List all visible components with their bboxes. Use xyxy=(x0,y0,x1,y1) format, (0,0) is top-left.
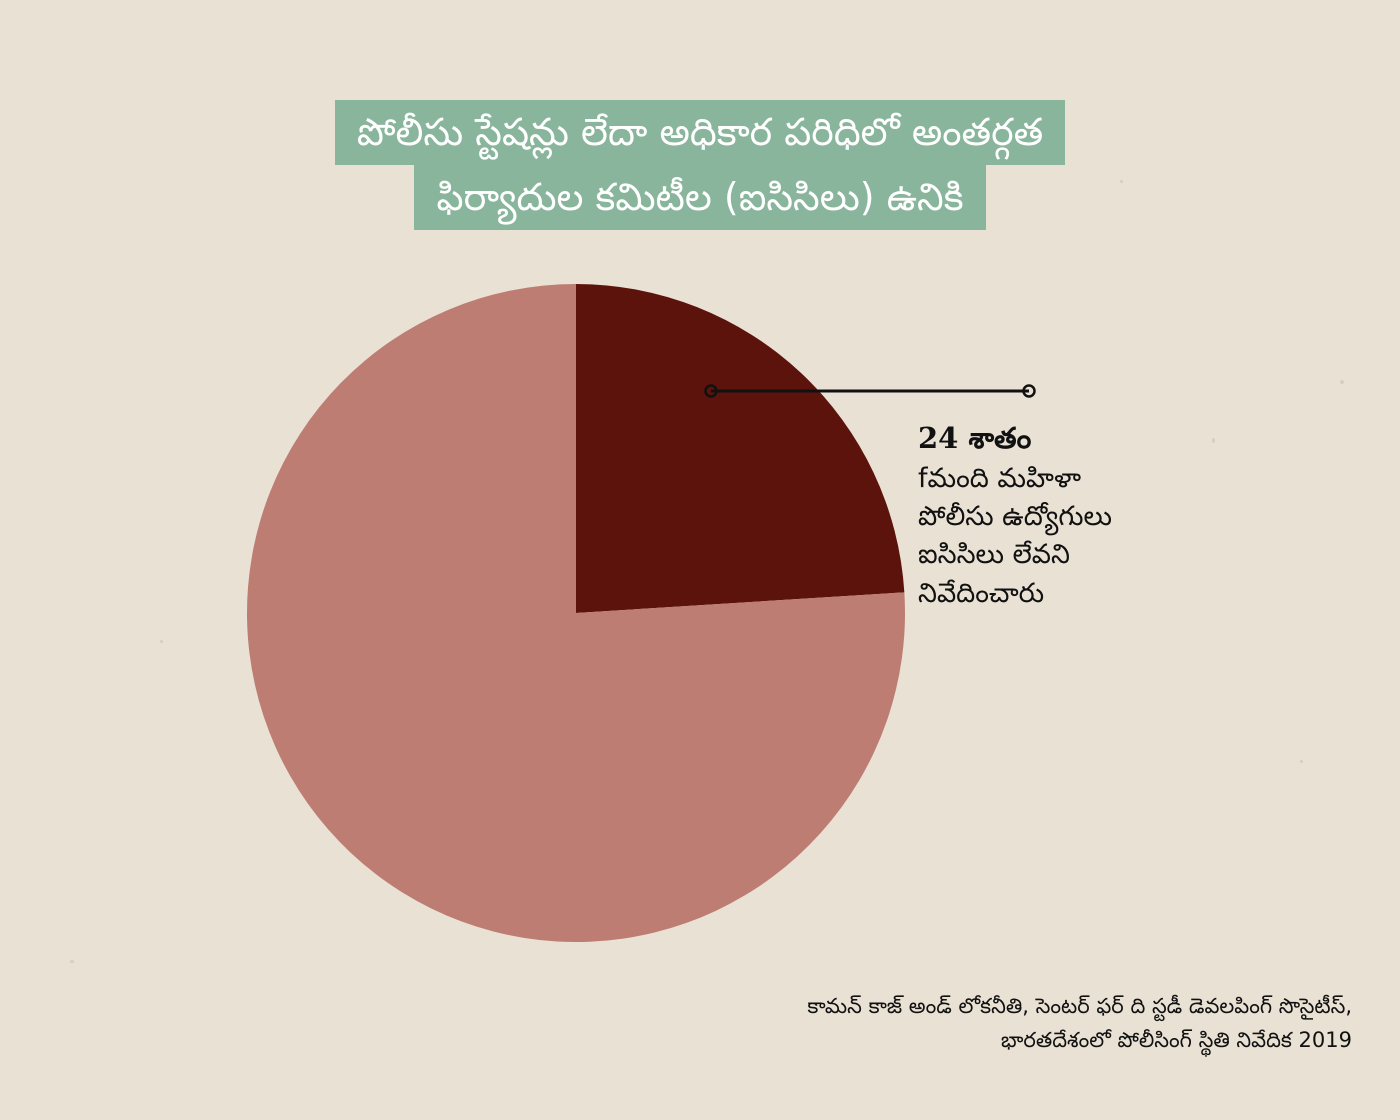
paper-speck xyxy=(1120,180,1123,183)
leader-start-dot xyxy=(704,384,718,398)
leader-end-dot xyxy=(1022,384,1036,398)
slice-annotation: 24 శాతం fమంది మహిళా పోలీసు ఉద్యోగులు ఐసి… xyxy=(918,420,1248,613)
chart-title: పోలీసు స్టేషన్లు లేదా అధికార పరిధిలో అంత… xyxy=(0,100,1400,230)
paper-speck xyxy=(160,640,163,643)
source-note: కామన్ కాజ్ అండ్ లోకనీతి, సెంటర్ ఫర్ ది స… xyxy=(807,990,1352,1057)
pie-slice-2 xyxy=(246,284,906,943)
source-line-2: భారతదేశంలో పోలీసింగ్ స్థితి నివేదిక 2019 xyxy=(1000,1027,1352,1052)
paper-speck xyxy=(1340,380,1344,384)
annotation-leader-line xyxy=(704,384,1036,398)
annotation-percent-label: 24 శాతం xyxy=(918,421,1032,455)
annotation-description: fమంది మహిళా పోలీసు ఉద్యోగులు ఐసిసిలు లేవ… xyxy=(918,460,1248,613)
annotation-description-line: fమంది మహిళా xyxy=(918,462,1082,494)
annotation-description-line: ఐసిసిలు లేవని xyxy=(918,539,1070,571)
paper-speck xyxy=(1212,438,1215,443)
annotation-description-line: నివేదించారు xyxy=(918,577,1045,609)
paper-speck xyxy=(70,960,74,963)
pie-slices xyxy=(246,284,906,943)
chart-title-line-1: పోలీసు స్టేషన్లు లేదా అధికార పరిధిలో అంత… xyxy=(334,100,1066,165)
annotation-description-line: పోలీసు ఉద్యోగులు xyxy=(918,501,1112,533)
paper-speck xyxy=(1300,760,1303,763)
chart-title-line-2: ఫిర్యాదుల కమిటీల (ఐసిసిలు) ఉనికి xyxy=(414,165,986,230)
pie-slice-1 xyxy=(576,284,905,613)
source-line-1: కామన్ కాజ్ అండ్ లోకనీతి, సెంటర్ ఫర్ ది స… xyxy=(807,994,1352,1018)
